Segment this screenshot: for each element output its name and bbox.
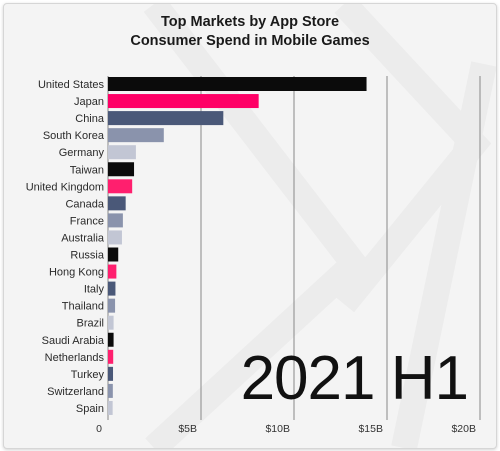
bars: [108, 77, 367, 415]
bar: [108, 179, 133, 194]
category-label: Netherlands: [45, 352, 105, 364]
category-label: Brazil: [76, 318, 104, 330]
category-label: Saudi Arabia: [42, 335, 105, 347]
category-label: Turkey: [71, 369, 105, 381]
tick-label: 0: [96, 423, 102, 435]
bar: [108, 196, 126, 211]
bar: [108, 230, 122, 245]
category-label: Canada: [65, 198, 104, 210]
category-label: Russia: [70, 250, 105, 262]
bar-chart: Top Markets by App Store Consumer Spend …: [26, 4, 496, 448]
bar: [108, 145, 136, 160]
category-label: France: [70, 215, 104, 227]
bar: [108, 264, 117, 279]
title-line-2: Consumer Spend in Mobile Games: [130, 33, 369, 49]
category-label: South Korea: [43, 130, 105, 142]
category-label: Thailand: [62, 301, 104, 313]
category-label: Japan: [74, 96, 104, 108]
category-label: United States: [38, 79, 105, 91]
category-label: Germany: [59, 147, 105, 159]
tick-label: $10B: [265, 423, 290, 435]
tick-label: $20B: [451, 423, 476, 435]
bar: [108, 213, 123, 228]
bar: [108, 332, 114, 347]
bar: [108, 111, 224, 126]
tick-label: $5B: [178, 423, 197, 435]
category-label: Hong Kong: [49, 267, 104, 279]
category-label: China: [75, 113, 105, 125]
category-labels: United States Japan China South Korea German…: [26, 79, 105, 415]
chart-title: Top Markets by App Store Consumer Spend …: [130, 14, 369, 49]
bar: [108, 77, 367, 91]
bar: [108, 128, 164, 143]
bar: [108, 281, 116, 296]
category-label: Switzerland: [47, 386, 104, 398]
period-label: 2021 H1: [241, 344, 468, 413]
bar: [108, 366, 114, 381]
category-label: United Kingdom: [26, 181, 104, 193]
bar: [108, 383, 113, 398]
title-line-1: Top Markets by App Store: [161, 14, 339, 30]
bar: [108, 298, 116, 313]
bar: [108, 162, 135, 177]
bar: [108, 315, 114, 330]
bar: [108, 349, 114, 364]
x-axis-ticks: 0 $5B $10B $15B $20B: [96, 423, 476, 435]
category-label: Australia: [61, 232, 105, 244]
tick-label: $15B: [358, 423, 383, 435]
chart-frame: Top Markets by App Store Consumer Spend …: [3, 3, 497, 449]
bar: [108, 400, 113, 415]
category-label: Spain: [76, 403, 104, 415]
bar: [108, 94, 259, 109]
bar: [108, 247, 119, 262]
category-label: Taiwan: [70, 164, 104, 176]
category-label: Italy: [84, 284, 105, 296]
